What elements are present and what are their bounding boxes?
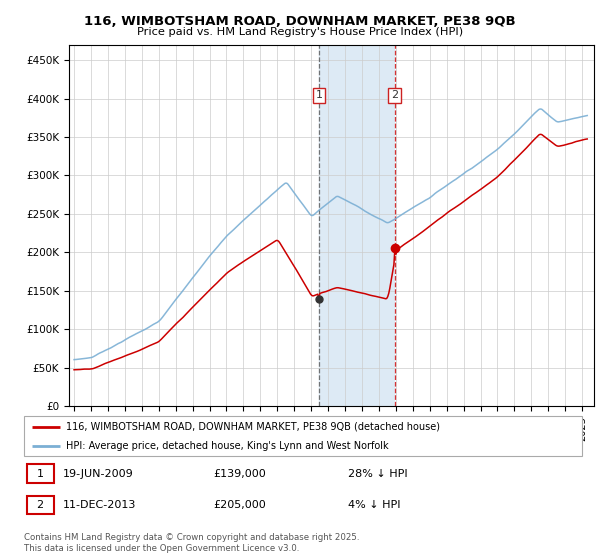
Text: £139,000: £139,000 xyxy=(214,469,266,479)
Text: 19-JUN-2009: 19-JUN-2009 xyxy=(63,469,134,479)
Text: 116, WIMBOTSHAM ROAD, DOWNHAM MARKET, PE38 9QB (detached house): 116, WIMBOTSHAM ROAD, DOWNHAM MARKET, PE… xyxy=(66,422,440,432)
Text: Contains HM Land Registry data © Crown copyright and database right 2025.
This d: Contains HM Land Registry data © Crown c… xyxy=(24,533,359,553)
Text: Price paid vs. HM Land Registry's House Price Index (HPI): Price paid vs. HM Land Registry's House … xyxy=(137,27,463,37)
Text: HPI: Average price, detached house, King's Lynn and West Norfolk: HPI: Average price, detached house, King… xyxy=(66,441,388,450)
Text: 2: 2 xyxy=(37,500,44,510)
Bar xyxy=(319,45,394,406)
Text: £205,000: £205,000 xyxy=(214,500,266,510)
Text: 28% ↓ HPI: 28% ↓ HPI xyxy=(347,469,407,479)
Text: 1: 1 xyxy=(316,90,322,100)
Text: 1: 1 xyxy=(37,469,44,479)
Text: 2: 2 xyxy=(391,90,398,100)
FancyBboxPatch shape xyxy=(27,496,53,515)
Text: 116, WIMBOTSHAM ROAD, DOWNHAM MARKET, PE38 9QB: 116, WIMBOTSHAM ROAD, DOWNHAM MARKET, PE… xyxy=(84,15,516,28)
FancyBboxPatch shape xyxy=(24,416,582,456)
Text: 4% ↓ HPI: 4% ↓ HPI xyxy=(347,500,400,510)
FancyBboxPatch shape xyxy=(27,464,53,483)
Text: 11-DEC-2013: 11-DEC-2013 xyxy=(63,500,136,510)
